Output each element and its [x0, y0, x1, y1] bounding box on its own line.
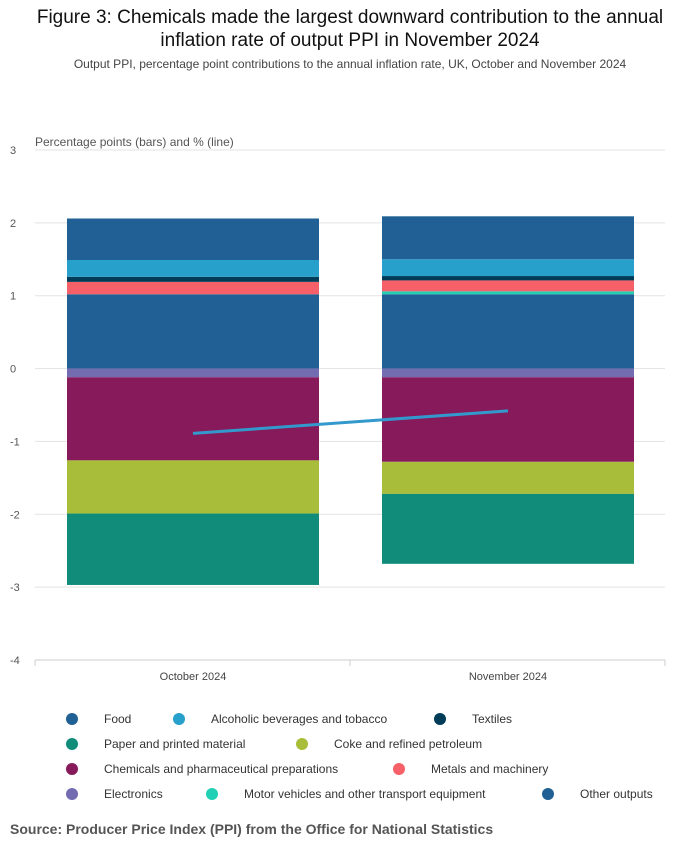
bar-segment[interactable]	[67, 276, 319, 282]
bar-segment[interactable]	[382, 368, 634, 378]
legend-label: Coke and refined petroleum	[334, 737, 483, 751]
legend-dot-icon	[66, 788, 78, 800]
legend-item-coke-petroleum[interactable]: Coke and refined petroleum	[296, 737, 482, 751]
bar-segment[interactable]	[67, 513, 319, 585]
y-tick-label: -3	[10, 582, 20, 594]
x-axis: October 2024 November 2024	[34, 659, 666, 683]
bar-segment[interactable]	[382, 294, 634, 369]
legend-item-motor-vehicles[interactable]: Motor vehicles and other transport equip…	[206, 787, 485, 801]
legend-item-paper[interactable]: Paper and printed material	[66, 737, 245, 751]
bar-segment[interactable]	[382, 461, 634, 494]
bar-segment[interactable]	[382, 216, 634, 260]
legend-dot-icon	[173, 713, 185, 725]
bars	[67, 216, 634, 585]
legend-item-food[interactable]: Food	[66, 712, 131, 726]
bar-segment[interactable]	[382, 291, 634, 295]
legend-label: Chemicals and pharmaceutical preparation…	[104, 762, 339, 776]
legend-label: Food	[104, 712, 132, 726]
y-tick-label: 0	[10, 364, 16, 376]
bar-segment[interactable]	[67, 368, 319, 378]
legend-item-other-outputs[interactable]: Other outputs	[542, 787, 653, 801]
y-tick-label: 1	[10, 291, 16, 303]
chart-title-line1: Figure 3: Chemicals made the largest dow…	[36, 7, 664, 28]
y-tick-label: -1	[10, 436, 20, 448]
bar-segment[interactable]	[382, 493, 634, 564]
legend-item-alcoholic-beverages[interactable]: Alcoholic beverages and tobacco	[173, 712, 387, 726]
bar-segment[interactable]	[67, 218, 319, 261]
legend-row: Electronics Motor vehicles and other tra…	[66, 787, 686, 812]
legend-label: Other outputs	[580, 787, 653, 801]
legend-label: Alcoholic beverages and tobacco	[211, 712, 388, 726]
y-tick-label: 2	[10, 218, 16, 230]
bar-segment[interactable]	[67, 377, 319, 461]
y-tick-label: -4	[10, 655, 20, 667]
legend-label: Metals and machinery	[431, 762, 549, 776]
x-tick-label: November 2024	[469, 671, 547, 683]
legend-dot-icon	[296, 738, 308, 750]
legend-row: Food Alcoholic beverages and tobacco Tex…	[66, 712, 686, 737]
y-tick-label: 3	[10, 145, 16, 157]
legend-item-metals[interactable]: Metals and machinery	[393, 762, 548, 776]
legend-item-chemicals[interactable]: Chemicals and pharmaceutical preparation…	[66, 762, 338, 776]
legend-dot-icon	[542, 788, 554, 800]
ppi-line-series[interactable]	[192, 409, 509, 435]
legend-dot-icon	[66, 763, 78, 775]
legend: Food Alcoholic beverages and tobacco Tex…	[66, 712, 686, 812]
legend-dot-icon	[434, 713, 446, 725]
legend-dot-icon	[393, 763, 405, 775]
chart-title: Figure 3: Chemicals made the largest dow…	[0, 6, 700, 52]
y-axis-label: Percentage points (bars) and % (line)	[35, 135, 234, 149]
bar-segment[interactable]	[67, 294, 319, 369]
legend-label: Electronics	[104, 787, 163, 801]
legend-row: Paper and printed material Coke and refi…	[66, 737, 686, 762]
legend-label: Paper and printed material	[104, 737, 246, 751]
bar-segment[interactable]	[67, 460, 319, 514]
legend-label: Motor vehicles and other transport equip…	[244, 787, 486, 801]
stacked-bar-chart: 3 2 1 0 -1 -2 -3 -4 Percentage points (bars) an…	[10, 135, 666, 683]
x-tick-label: October 2024	[160, 671, 227, 683]
bar-segment[interactable]	[382, 259, 634, 277]
legend-dot-icon	[66, 713, 78, 725]
chart-title-line2: inflation rate of output PPI in November…	[160, 30, 540, 51]
legend-dot-icon	[66, 738, 78, 750]
legend-label: Textiles	[472, 712, 513, 726]
bar-segment[interactable]	[67, 281, 319, 295]
y-tick-label: -2	[10, 509, 20, 521]
legend-row: Chemicals and pharmaceutical preparation…	[66, 762, 686, 787]
bar-segment[interactable]	[67, 260, 319, 277]
bar-segment[interactable]	[382, 276, 634, 281]
source-note: Source: Producer Price Index (PPI) from …	[10, 821, 494, 837]
legend-dot-icon	[206, 788, 218, 800]
ppi-line	[192, 409, 509, 435]
chart-subtitle: Output PPI, percentage point contributio…	[73, 57, 627, 71]
bar-segment[interactable]	[382, 377, 634, 462]
legend-item-electronics[interactable]: Electronics	[66, 787, 163, 801]
legend-item-textiles[interactable]: Textiles	[434, 712, 512, 726]
bar-segment[interactable]	[382, 280, 634, 292]
